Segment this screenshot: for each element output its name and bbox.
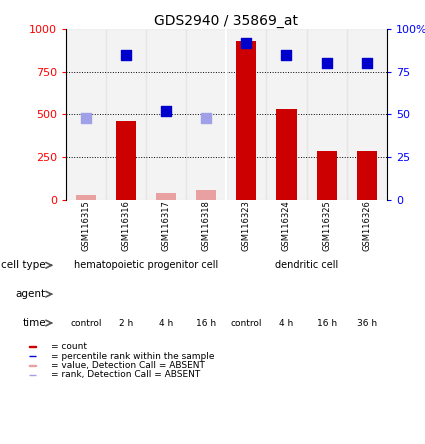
Text: GSM116315: GSM116315 — [82, 200, 91, 251]
Text: GSM116324: GSM116324 — [282, 200, 291, 251]
Text: 4 h: 4 h — [159, 318, 173, 328]
Text: agent: agent — [16, 289, 46, 299]
Text: GSM116323: GSM116323 — [242, 200, 251, 251]
Text: 16 h: 16 h — [317, 318, 337, 328]
Text: 16 h: 16 h — [196, 318, 216, 328]
Bar — [156, 193, 176, 200]
Point — [363, 59, 370, 67]
Bar — [29, 356, 37, 357]
Bar — [236, 41, 256, 200]
Bar — [29, 346, 37, 347]
Bar — [317, 151, 337, 200]
Text: cell type: cell type — [1, 260, 46, 270]
Point — [283, 51, 290, 58]
Text: GSM116318: GSM116318 — [202, 200, 211, 251]
Text: 4 h: 4 h — [279, 318, 294, 328]
Text: TGF-beta1: TGF-beta1 — [143, 289, 190, 299]
Point — [163, 107, 170, 115]
Bar — [357, 151, 377, 200]
Point — [123, 51, 130, 58]
Text: time: time — [22, 318, 46, 328]
Bar — [186, 29, 226, 200]
Bar — [76, 194, 96, 200]
Text: GSM116325: GSM116325 — [322, 200, 331, 251]
Bar — [266, 29, 306, 200]
Text: hematopoietic progenitor cell: hematopoietic progenitor cell — [74, 260, 218, 270]
Text: control: control — [70, 318, 102, 328]
Text: TGF-beta1: TGF-beta1 — [303, 289, 350, 299]
Text: = rank, Detection Call = ABSENT: = rank, Detection Call = ABSENT — [51, 370, 200, 380]
Point — [82, 114, 89, 121]
Text: untrea
ted: untrea ted — [232, 285, 261, 304]
Title: GDS2940 / 35869_at: GDS2940 / 35869_at — [154, 14, 298, 28]
Bar — [226, 29, 266, 200]
Bar — [347, 29, 387, 200]
Point — [243, 39, 250, 46]
Bar — [276, 109, 297, 200]
Bar — [66, 29, 106, 200]
Point — [323, 59, 330, 67]
Text: = value, Detection Call = ABSENT: = value, Detection Call = ABSENT — [51, 361, 205, 370]
Bar — [106, 29, 146, 200]
Bar — [196, 190, 216, 200]
Text: = count: = count — [51, 342, 87, 351]
Bar — [306, 29, 347, 200]
Text: 2 h: 2 h — [119, 318, 133, 328]
Text: GSM116317: GSM116317 — [162, 200, 171, 251]
Bar — [116, 121, 136, 200]
Text: control: control — [231, 318, 262, 328]
Text: GSM116316: GSM116316 — [122, 200, 130, 251]
Bar — [146, 29, 186, 200]
Point — [203, 114, 210, 121]
Bar — [29, 365, 37, 366]
Text: 36 h: 36 h — [357, 318, 377, 328]
Text: dendritic cell: dendritic cell — [275, 260, 338, 270]
Text: untrea
ted: untrea ted — [71, 285, 101, 304]
Text: = percentile rank within the sample: = percentile rank within the sample — [51, 352, 215, 361]
Text: GSM116326: GSM116326 — [362, 200, 371, 251]
